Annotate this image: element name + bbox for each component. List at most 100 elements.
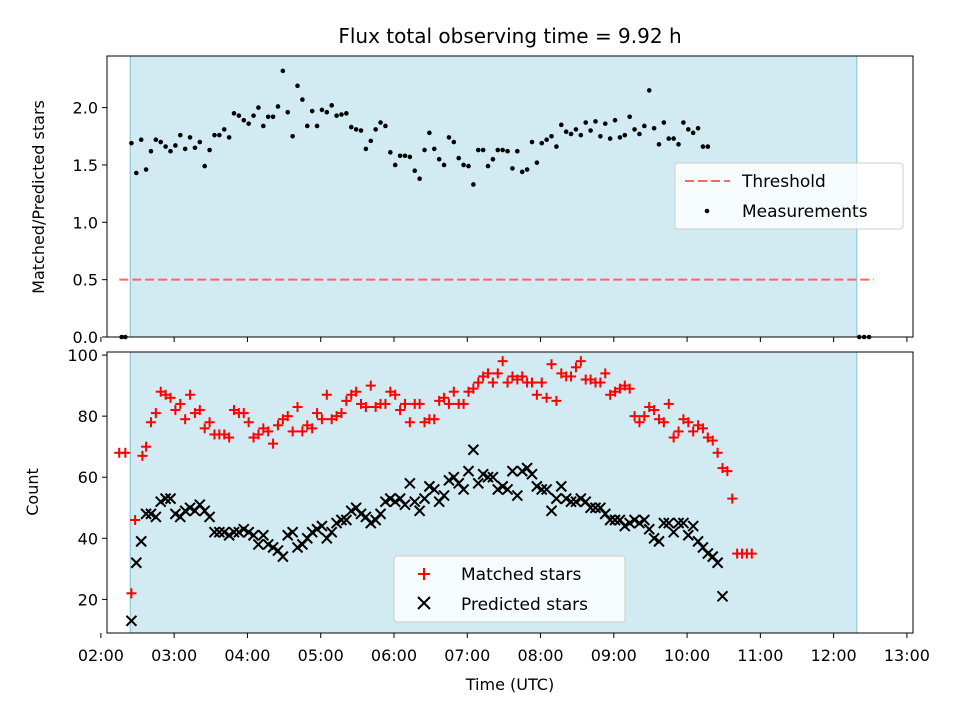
measurement-point	[490, 156, 496, 162]
measurement-point	[202, 163, 207, 169]
predicted-star-point	[325, 526, 338, 538]
measurement-point	[671, 136, 676, 141]
matched-star-point	[137, 450, 148, 461]
measurement-point	[612, 117, 618, 123]
predicted-star-point	[374, 508, 387, 520]
matched-star-point	[468, 383, 479, 394]
measurement-point	[402, 153, 408, 159]
chart-title: Flux total observing time = 9.92 h	[338, 24, 681, 48]
measurement-point	[544, 137, 549, 143]
matched-star-point	[145, 417, 156, 428]
measurement-point	[656, 142, 662, 147]
measurement-point	[265, 114, 271, 120]
matched-star-point	[272, 420, 283, 431]
measurement-point	[168, 148, 173, 154]
measurement-point	[690, 130, 696, 136]
measurement-point	[187, 135, 193, 140]
matched-star-point	[595, 377, 606, 388]
predicted-star-point	[672, 517, 685, 529]
measurement-point	[549, 133, 554, 139]
matched-star-point	[629, 411, 640, 422]
measurement-point	[256, 105, 261, 110]
measurement-point	[558, 122, 564, 128]
predicted-star-point	[467, 444, 480, 456]
measurement-point	[143, 167, 149, 172]
predicted-star-point	[511, 489, 524, 502]
predicted-star-point	[472, 477, 484, 490]
predicted-stars-points	[125, 444, 729, 627]
predicted-star-point	[609, 514, 621, 526]
predicted-star-point	[653, 535, 665, 548]
measurement-point	[539, 140, 545, 146]
measurement-point	[475, 147, 481, 153]
measurement-point	[456, 155, 462, 161]
predicted-star-point	[638, 514, 651, 526]
matched-star-point	[287, 426, 298, 437]
matched-star-point	[697, 423, 708, 434]
measurement-point	[236, 113, 242, 118]
measurement-point	[295, 83, 300, 89]
measurement-point	[588, 128, 593, 133]
legend-matched-label: Matched stars	[461, 565, 581, 585]
bottom-xlabel: Time (UTC)	[465, 675, 554, 694]
measurement-point	[676, 142, 681, 147]
measurement-point	[285, 109, 291, 115]
matched-star-point	[268, 438, 279, 449]
measurement-point	[554, 144, 559, 149]
measurement-point	[480, 147, 486, 153]
predicted-star-point	[409, 495, 421, 508]
matched-star-point	[404, 417, 415, 428]
measurement-point	[578, 132, 584, 138]
measurement-point	[705, 144, 711, 149]
measurement-point	[573, 127, 579, 132]
top-ytick-label: 2.0	[73, 99, 98, 118]
measurement-point	[666, 136, 672, 141]
measurement-point	[353, 127, 359, 132]
measurement-point	[529, 139, 535, 145]
predicted-star-point	[663, 517, 675, 529]
matched-star-point	[673, 426, 684, 437]
measurement-point	[510, 166, 515, 171]
predicted-star-point	[687, 520, 699, 532]
predicted-star-point	[716, 590, 729, 603]
measurement-point	[431, 146, 437, 152]
predicted-star-point	[228, 526, 240, 538]
predicted-star-point	[247, 529, 260, 541]
matched-star-point	[307, 423, 318, 434]
legend-matched-swatch	[418, 568, 430, 580]
matched-star-point	[458, 398, 469, 409]
measurement-point	[563, 129, 569, 134]
matched-star-point	[634, 417, 645, 428]
matched-star-point	[443, 398, 454, 409]
predicted-star-point	[682, 529, 695, 541]
measurement-point	[436, 156, 442, 162]
bottom-ytick-label: 40	[78, 529, 98, 548]
measurement-point	[251, 113, 256, 118]
matched-star-point	[668, 432, 679, 443]
matched-star-point	[663, 398, 674, 409]
measurement-point	[163, 144, 168, 149]
predicted-star-point	[335, 514, 348, 526]
predicted-star-point	[604, 514, 616, 526]
bottom-ylabel: Count	[23, 468, 42, 516]
predicted-star-point	[540, 483, 553, 496]
measurement-point	[505, 148, 510, 154]
measurement-point	[344, 111, 349, 116]
measurement-point	[304, 123, 310, 129]
top-ytick-label: 0.0	[73, 328, 98, 347]
measurement-point	[192, 145, 198, 151]
matched-star-point	[238, 408, 249, 419]
top-legend: Threshold Measurements	[674, 162, 904, 230]
matched-star-point	[150, 408, 161, 419]
top-measurement-points	[119, 68, 872, 340]
predicted-star-point	[667, 526, 680, 538]
bottom-xtick-label: 03:00	[151, 646, 197, 665]
predicted-star-point	[125, 615, 138, 627]
measurement-point	[651, 125, 657, 131]
predicted-star-point	[428, 483, 440, 496]
matched-star-point	[165, 392, 176, 403]
measurement-point	[158, 139, 164, 145]
predicted-star-point	[159, 492, 172, 505]
measurement-point	[568, 131, 574, 137]
